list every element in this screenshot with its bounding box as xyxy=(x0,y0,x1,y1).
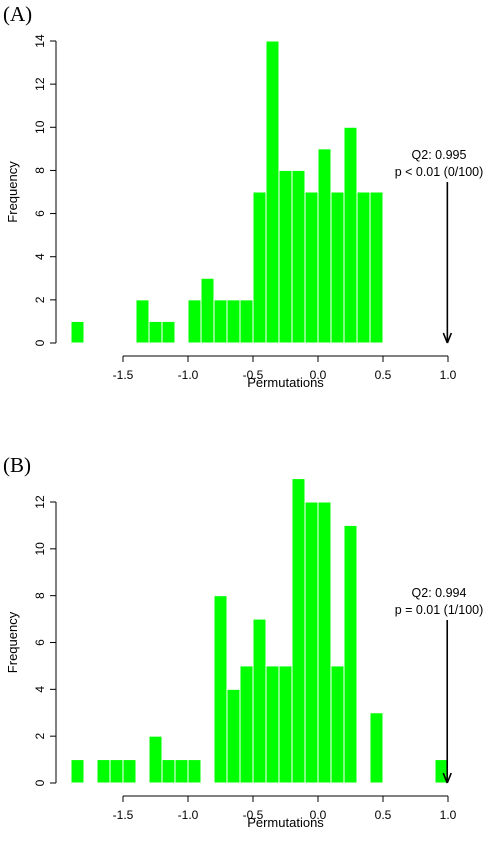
histogram-bar xyxy=(96,759,111,784)
histogram-b: -1.5 -1.0 -0.5 0.0 0.5 1.0 Permutations 0 2 4 6 8 10… xyxy=(5,478,457,830)
y-tick-label: 2 xyxy=(33,296,47,303)
x-tick-label: -1.5 xyxy=(113,368,134,382)
histogram-bar xyxy=(265,40,280,344)
panel-b-q2-text: Q2: 0.994 xyxy=(412,586,467,600)
y-tick-label: 4 xyxy=(33,253,47,260)
histogram-bar xyxy=(70,320,85,344)
histogram-bar xyxy=(161,759,176,784)
histogram-bar xyxy=(252,618,267,784)
histogram-bar xyxy=(291,478,306,784)
x-tick-label: -1.0 xyxy=(178,808,199,822)
y-tick-label: 0 xyxy=(33,779,47,786)
x-tick-label: 0.5 xyxy=(375,368,392,382)
histogram-bar xyxy=(278,665,293,784)
histogram-bar xyxy=(317,501,332,784)
y-tick-label: 8 xyxy=(33,592,47,599)
y-tick-label: 0 xyxy=(33,339,47,346)
x-tick-label: -1.5 xyxy=(113,808,134,822)
y-tick-label: 12 xyxy=(33,495,47,509)
histogram-bar xyxy=(187,759,202,784)
panel-b-p-value-text: p = 0.01 (1/100) xyxy=(395,603,484,617)
arrow-head-right xyxy=(446,772,452,784)
histogram-bar xyxy=(148,320,163,344)
histogram-bar xyxy=(304,501,319,784)
y-tick-label: 2 xyxy=(33,733,47,740)
x-tick-label: 1.0 xyxy=(440,368,457,382)
panel-a-q2-text: Q2: 0.995 xyxy=(412,148,467,162)
histogram-bar xyxy=(200,277,215,344)
histogram-bar xyxy=(356,191,371,344)
histogram-bar xyxy=(226,688,241,784)
histogram-bar xyxy=(239,665,254,784)
histogram-bar xyxy=(70,759,85,784)
x-axis-title: Permutations xyxy=(247,815,324,830)
y-tick-label: 14 xyxy=(33,34,47,48)
y-tick-label: 12 xyxy=(33,77,47,91)
panel-a: (A) -1.5 -1.0 -0.5 0.0 0.5 1.0 Permutations 0 2 4… xyxy=(3,2,483,390)
histogram-bar xyxy=(369,191,384,344)
y-axis-title: Frequency xyxy=(5,611,20,673)
histogram-bar xyxy=(265,665,280,784)
panel-b-label: (B) xyxy=(3,453,31,477)
y-tick-label: 10 xyxy=(33,542,47,556)
histogram-bar xyxy=(239,299,254,344)
histogram-bar xyxy=(174,759,189,784)
y-tick-label: 4 xyxy=(33,686,47,693)
histogram-a: -1.5 -1.0 -0.5 0.0 0.5 1.0 Permutations 0 2 4 6 8 10… xyxy=(5,34,457,390)
histogram-bar xyxy=(343,524,358,784)
histogram-bar xyxy=(226,299,241,344)
histogram-bar xyxy=(330,665,345,784)
x-tick-label: 0.5 xyxy=(375,808,392,822)
y-axis-title: Frequency xyxy=(5,161,20,223)
histogram-bar xyxy=(161,320,176,344)
arrow-head-right xyxy=(446,332,453,344)
histogram-bar xyxy=(291,169,306,344)
y-tick-label: 8 xyxy=(33,167,47,174)
x-axis-title: Permutations xyxy=(247,375,324,390)
histogram-bar xyxy=(109,759,124,784)
histogram-bar xyxy=(330,191,345,344)
x-tick-label: 0.0 xyxy=(310,368,327,382)
panel-a-p-value-text: p < 0.01 (0/100) xyxy=(395,165,484,179)
histogram-bar xyxy=(187,299,202,344)
histogram-bar xyxy=(343,126,358,344)
arrow-head-left xyxy=(442,772,448,784)
histogram-bar xyxy=(369,712,384,784)
histogram-bar xyxy=(317,148,332,344)
x-tick-label: -0.5 xyxy=(243,368,264,382)
histogram-bar xyxy=(304,191,319,344)
arrow-head-left xyxy=(442,332,449,344)
histogram-bar xyxy=(122,759,137,784)
x-tick-label: -1.0 xyxy=(178,368,199,382)
panel-b: (B) -1.5 -1.0 -0.5 0.0 0.5 1.0 Permutations 0 2 4… xyxy=(3,453,483,830)
histogram-bar xyxy=(213,595,228,784)
histogram-bar xyxy=(213,299,228,344)
y-tick-label: 6 xyxy=(33,210,47,217)
histogram-bar xyxy=(135,299,150,344)
x-tick-label: 1.0 xyxy=(440,808,457,822)
x-tick-label: 0.0 xyxy=(310,808,327,822)
histogram-bar xyxy=(278,169,293,344)
histogram-bar xyxy=(252,191,267,344)
y-tick-label: 10 xyxy=(33,120,47,134)
histogram-bar xyxy=(148,735,163,784)
x-tick-label: -0.5 xyxy=(243,808,264,822)
y-tick-label: 6 xyxy=(33,639,47,646)
panel-a-label: (A) xyxy=(3,2,32,26)
